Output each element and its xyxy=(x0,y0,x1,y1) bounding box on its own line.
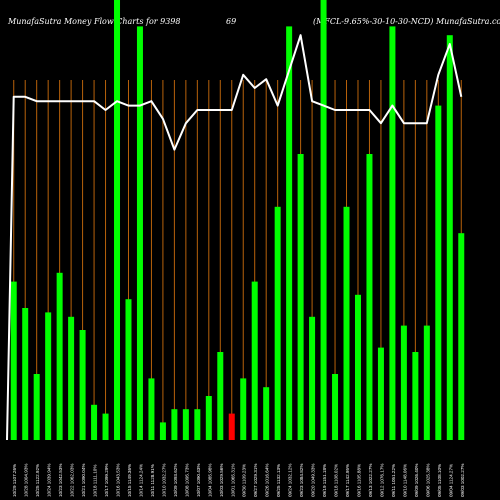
bar-37 xyxy=(423,325,430,440)
bar-16 xyxy=(182,409,189,440)
bar-17 xyxy=(194,409,201,440)
x-tick-label: 10/29 1107.26% xyxy=(12,464,17,497)
bar-35 xyxy=(400,325,407,440)
chart-title-right: (MFCL-9.65%-30-10-30-NCD) MunafaSutra.co… xyxy=(313,17,500,26)
bar-30 xyxy=(343,206,350,440)
bar-11 xyxy=(125,299,132,440)
bar-8 xyxy=(91,404,98,440)
x-tick-label: 10/07 1090.43% xyxy=(196,464,201,497)
x-tick-label: 10/01 1065.31% xyxy=(230,464,235,497)
chart-title-left: MunafaSutra Money Flow Charts for 9398 xyxy=(8,17,181,26)
x-tick-label: 10/10 1032.27% xyxy=(161,464,166,497)
x-tick-label: 09/09 1026.40% xyxy=(414,464,419,497)
bar-38 xyxy=(435,105,442,440)
bar-20 xyxy=(228,413,235,440)
x-tick-label: 10/09 1093.62% xyxy=(173,464,178,497)
x-tick-label: 10/11 1128.91% xyxy=(150,464,155,497)
bar-28 xyxy=(320,0,327,440)
bar-10 xyxy=(114,0,121,440)
bar-39 xyxy=(446,35,453,440)
x-tick-label: 10/08 1095.73% xyxy=(184,464,189,497)
x-tick-label: 09/30 1109.23% xyxy=(242,464,247,497)
money-flow-line xyxy=(6,34,463,441)
x-tick-label: 09/25 1132.13% xyxy=(276,464,281,497)
bar-40 xyxy=(458,233,465,440)
bar-2 xyxy=(22,308,29,440)
x-tick-label: 10/17 1099.29% xyxy=(104,464,109,497)
bar-15 xyxy=(171,409,178,440)
x-tick-label: 10/25 1122.92% xyxy=(35,464,40,497)
x-tick-label: 10/18 1111.10% xyxy=(93,465,98,497)
bar-14 xyxy=(159,422,166,440)
bar-6 xyxy=(68,316,75,440)
x-tick-label: 10/14 1124.24% xyxy=(138,464,143,497)
x-tick-label: 09/12 1076.17% xyxy=(379,464,384,497)
x-tick-label: 09/24 1032.12% xyxy=(288,464,293,497)
bar-27 xyxy=(309,316,316,440)
bar-3 xyxy=(33,374,40,440)
bar-21 xyxy=(240,378,247,440)
x-tick-label: 09/04 1124.27% xyxy=(448,464,453,497)
bar-9 xyxy=(102,413,109,440)
x-tick-label: 10/03 1029.56% xyxy=(219,464,224,497)
x-tick-label: 10/21 1090.04% xyxy=(81,464,86,497)
x-tick-label: 09/03 1002.27% xyxy=(460,464,465,497)
bar-4 xyxy=(45,312,52,440)
bar-32 xyxy=(366,154,373,440)
x-tick-label: 10/04 1085.98% xyxy=(207,464,212,497)
x-tick-label: 09/05 1108.10% xyxy=(437,464,442,497)
x-tick-label: 09/23 1084.82% xyxy=(299,464,304,497)
x-tick-label: 09/20 1049.33% xyxy=(311,464,316,497)
bar-22 xyxy=(251,281,258,440)
x-tick-label: 09/27 1029.31% xyxy=(253,464,258,497)
bar-1 xyxy=(10,281,17,440)
bar-36 xyxy=(412,352,419,440)
chart-title-id: 69 xyxy=(226,17,237,26)
bar-33 xyxy=(377,347,384,440)
x-tick-label: 10/23 1042.53% xyxy=(58,464,63,497)
x-tick-label: 09/26 1016.64% xyxy=(265,464,270,497)
bar-12 xyxy=(136,26,143,441)
bar-34 xyxy=(389,26,396,441)
x-tick-label: 09/11 1051.22% xyxy=(391,464,396,497)
bar-13 xyxy=(148,378,155,440)
x-tick-label: 10/28 1004.93% xyxy=(24,464,29,497)
x-tick-label: 09/06 1025.38% xyxy=(425,464,430,497)
x-tick-label: 09/10 1148.06% xyxy=(402,464,407,497)
bar-23 xyxy=(263,387,270,440)
bar-26 xyxy=(297,154,304,440)
x-tick-label: 09/13 1022.27% xyxy=(368,464,373,497)
money-flow-line-layer xyxy=(6,34,463,441)
x-tick-label: 09/18 1108.02% xyxy=(334,464,339,497)
bar-29 xyxy=(332,374,339,440)
x-tick-label: 09/19 1151.18% xyxy=(322,464,327,497)
bar-5 xyxy=(56,272,63,440)
x-tick-label: 09/17 1142.95% xyxy=(345,464,350,497)
bar-7 xyxy=(79,330,86,440)
bar-31 xyxy=(354,294,361,440)
bar-25 xyxy=(286,26,293,441)
x-tick-label: 09/16 1105.88% xyxy=(356,464,361,497)
x-tick-labels: 10/29 1107.26% 10/28 1004.93% 10/25 1122.9… xyxy=(12,464,465,497)
x-tick-label: 10/22 1062.03% xyxy=(70,464,75,497)
x-tick-label: 10/24 1039.94% xyxy=(47,464,52,497)
bars xyxy=(10,0,465,441)
x-tick-label: 10/16 1043.53% xyxy=(116,464,121,497)
bar-24 xyxy=(274,206,281,440)
bar-18 xyxy=(205,396,212,440)
x-tick-label: 10/15 1149.36% xyxy=(127,464,132,497)
bar-19 xyxy=(217,352,224,440)
